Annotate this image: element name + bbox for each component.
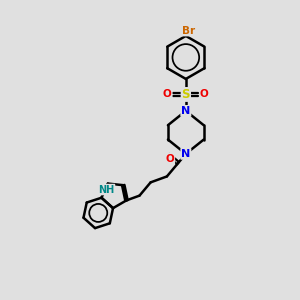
Text: O: O <box>163 89 172 100</box>
Text: NH: NH <box>98 184 114 194</box>
Text: N: N <box>181 149 190 159</box>
Text: S: S <box>182 88 190 101</box>
Text: Br: Br <box>182 26 195 36</box>
Text: N: N <box>181 106 190 116</box>
Text: O: O <box>166 154 174 164</box>
Text: O: O <box>200 89 209 100</box>
